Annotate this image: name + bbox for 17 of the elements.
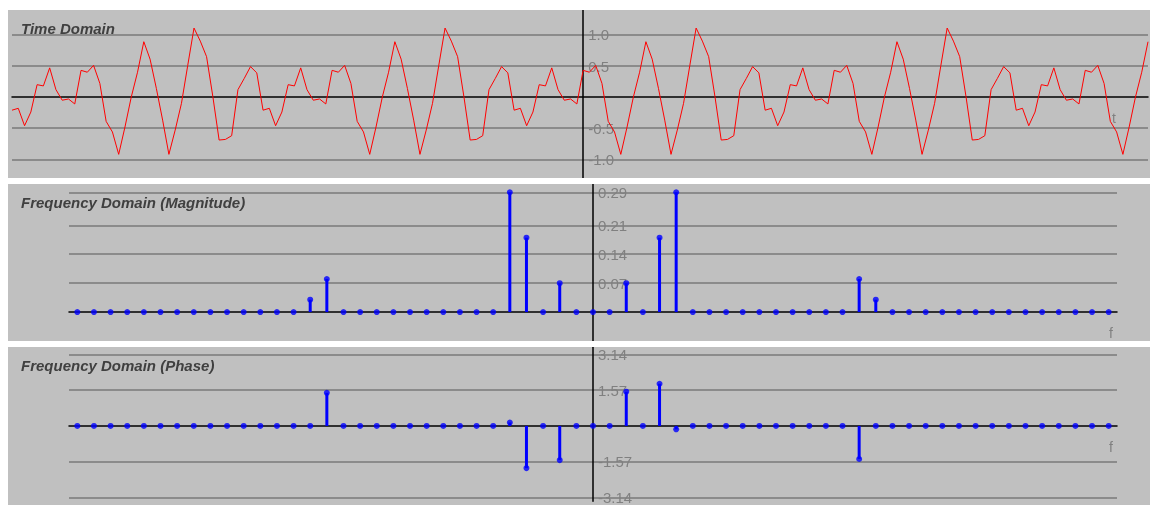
y-tick-label: 0.29	[598, 183, 628, 201]
x-axis-title: t	[1112, 110, 1116, 127]
y-tick-label: -3.14	[598, 489, 633, 505]
text: Frequency Domain (Phase)	[21, 357, 215, 374]
x-axis-title: f	[1109, 438, 1113, 455]
y-tick-label: -0.5	[588, 119, 614, 137]
x-axis-title: f	[1109, 325, 1113, 342]
y-tick-label: -1.0	[588, 150, 614, 168]
text: Frequency Domain (Magnitude)	[21, 194, 246, 211]
y-tick-label: 0.14	[598, 245, 628, 263]
y-tick-label: 3.14	[598, 345, 628, 363]
text: Time Domain	[21, 20, 115, 37]
y-tick-label: 0.5	[588, 57, 609, 75]
y-tick-label: -1.57	[598, 453, 633, 471]
y-tick-label: 0.21	[598, 216, 628, 234]
y-tick-label: 1.0	[588, 26, 609, 44]
y-tick-label: 1.57	[598, 381, 628, 399]
